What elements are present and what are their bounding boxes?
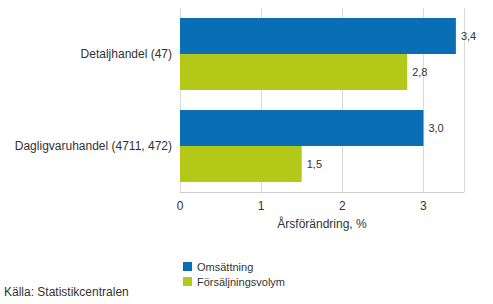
svg-text:1,5: 1,5 (307, 158, 322, 170)
svg-text:2: 2 (339, 199, 346, 213)
svg-text:1: 1 (258, 199, 265, 213)
svg-text:Dagligvaruhandel (4711, 472): Dagligvaruhandel (4711, 472) (15, 139, 172, 153)
svg-text:Källa: Statistikcentralen: Källa: Statistikcentralen (4, 285, 129, 299)
svg-text:Årsförändring, %: Årsförändring, % (277, 216, 367, 231)
svg-text:3: 3 (420, 199, 427, 213)
svg-text:3,0: 3,0 (428, 122, 443, 134)
svg-text:Försäljningsvolym: Försäljningsvolym (197, 276, 285, 288)
svg-text:2,8: 2,8 (412, 66, 427, 78)
svg-text:Omsättning: Omsättning (197, 261, 253, 273)
svg-text:3,4: 3,4 (461, 30, 476, 42)
svg-text:Detaljhandel (47): Detaljhandel (47) (81, 47, 172, 61)
svg-text:0: 0 (177, 199, 184, 213)
